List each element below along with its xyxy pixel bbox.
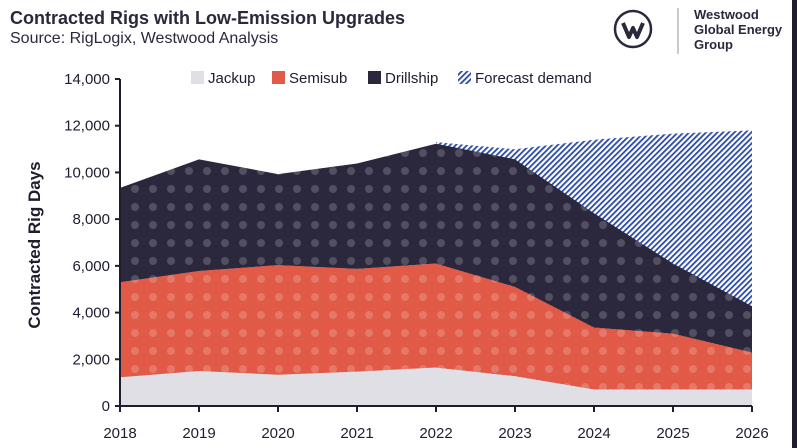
logo-line: Group: [694, 37, 733, 52]
logo-line: Westwood: [694, 7, 759, 22]
x-tick-label: 2021: [340, 425, 373, 442]
y-tick-label: 6,000: [72, 258, 110, 275]
chart-title: Contracted Rigs with Low-Emission Upgrad…: [10, 8, 406, 28]
legend-swatch: [272, 71, 285, 84]
y-tick-label: 8,000: [72, 211, 110, 228]
legend-item: Forecast demand: [458, 70, 592, 87]
y-tick-label: 14,000: [64, 71, 110, 88]
y-axis-label: Contracted Rig Days: [25, 161, 44, 328]
x-tick-label: 2019: [182, 425, 215, 442]
x-tick-label: 2018: [103, 425, 136, 442]
right-edge-bar: [792, 0, 797, 448]
legend-label: Forecast demand: [475, 70, 592, 87]
legend-item: Drillship: [368, 70, 438, 87]
x-tick-label: 2025: [656, 425, 689, 442]
legend-item: Semisub: [272, 70, 347, 87]
drillship-area-texture: [120, 143, 752, 353]
legend-item: Jackup: [191, 70, 256, 87]
y-tick-label: 0: [102, 398, 110, 415]
westwood-logo: [613, 8, 679, 54]
jackup-area: [120, 367, 752, 406]
x-tick-label: 2026: [735, 425, 768, 442]
x-tick-label: 2020: [261, 425, 294, 442]
y-tick-label: 2,000: [72, 351, 110, 368]
x-tick-label: 2024: [577, 425, 610, 442]
legend-label: Drillship: [385, 70, 438, 87]
chart-subtitle: Source: RigLogix, Westwood Analysis: [10, 30, 279, 47]
legend-swatch: [458, 71, 471, 84]
x-tick-label: 2022: [419, 425, 452, 442]
x-tick-label: 2023: [498, 425, 531, 442]
legend-swatch: [191, 71, 204, 84]
logo-text: Westwood Global Energy Group: [694, 7, 782, 52]
y-tick-label: 10,000: [64, 164, 110, 181]
semisub-area-texture: [120, 263, 752, 390]
y-tick-label: 4,000: [72, 305, 110, 322]
legend-label: Jackup: [208, 70, 256, 87]
logo-line: Global Energy: [694, 22, 783, 37]
y-tick-label: 12,000: [64, 118, 110, 135]
legend-label: Semisub: [289, 70, 347, 87]
legend-swatch: [368, 71, 381, 84]
